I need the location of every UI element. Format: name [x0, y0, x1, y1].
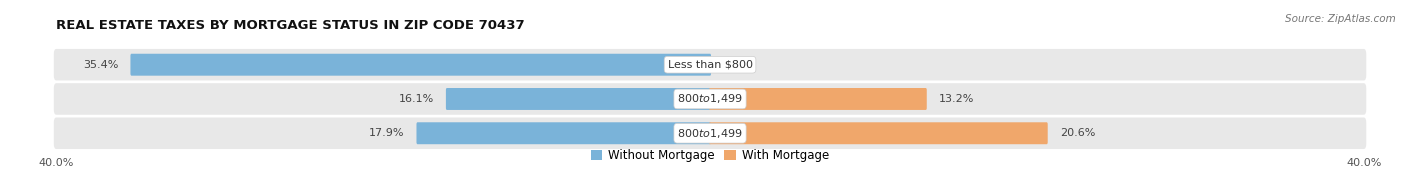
Text: 35.4%: 35.4% [83, 60, 118, 70]
Text: 0.0%: 0.0% [727, 60, 755, 70]
FancyBboxPatch shape [709, 122, 1047, 144]
Text: 17.9%: 17.9% [368, 128, 405, 138]
Legend: Without Mortgage, With Mortgage: Without Mortgage, With Mortgage [586, 144, 834, 167]
FancyBboxPatch shape [446, 88, 711, 110]
FancyBboxPatch shape [709, 88, 927, 110]
Text: Source: ZipAtlas.com: Source: ZipAtlas.com [1285, 14, 1396, 24]
Text: 13.2%: 13.2% [939, 94, 974, 104]
FancyBboxPatch shape [416, 122, 711, 144]
Text: 20.6%: 20.6% [1060, 128, 1095, 138]
Text: REAL ESTATE TAXES BY MORTGAGE STATUS IN ZIP CODE 70437: REAL ESTATE TAXES BY MORTGAGE STATUS IN … [56, 19, 524, 32]
Text: Less than $800: Less than $800 [668, 60, 752, 70]
Text: $800 to $1,499: $800 to $1,499 [678, 127, 742, 140]
FancyBboxPatch shape [53, 49, 1367, 81]
FancyBboxPatch shape [53, 83, 1367, 115]
FancyBboxPatch shape [53, 117, 1367, 149]
Text: $800 to $1,499: $800 to $1,499 [678, 92, 742, 105]
Text: 16.1%: 16.1% [398, 94, 434, 104]
FancyBboxPatch shape [131, 54, 711, 76]
